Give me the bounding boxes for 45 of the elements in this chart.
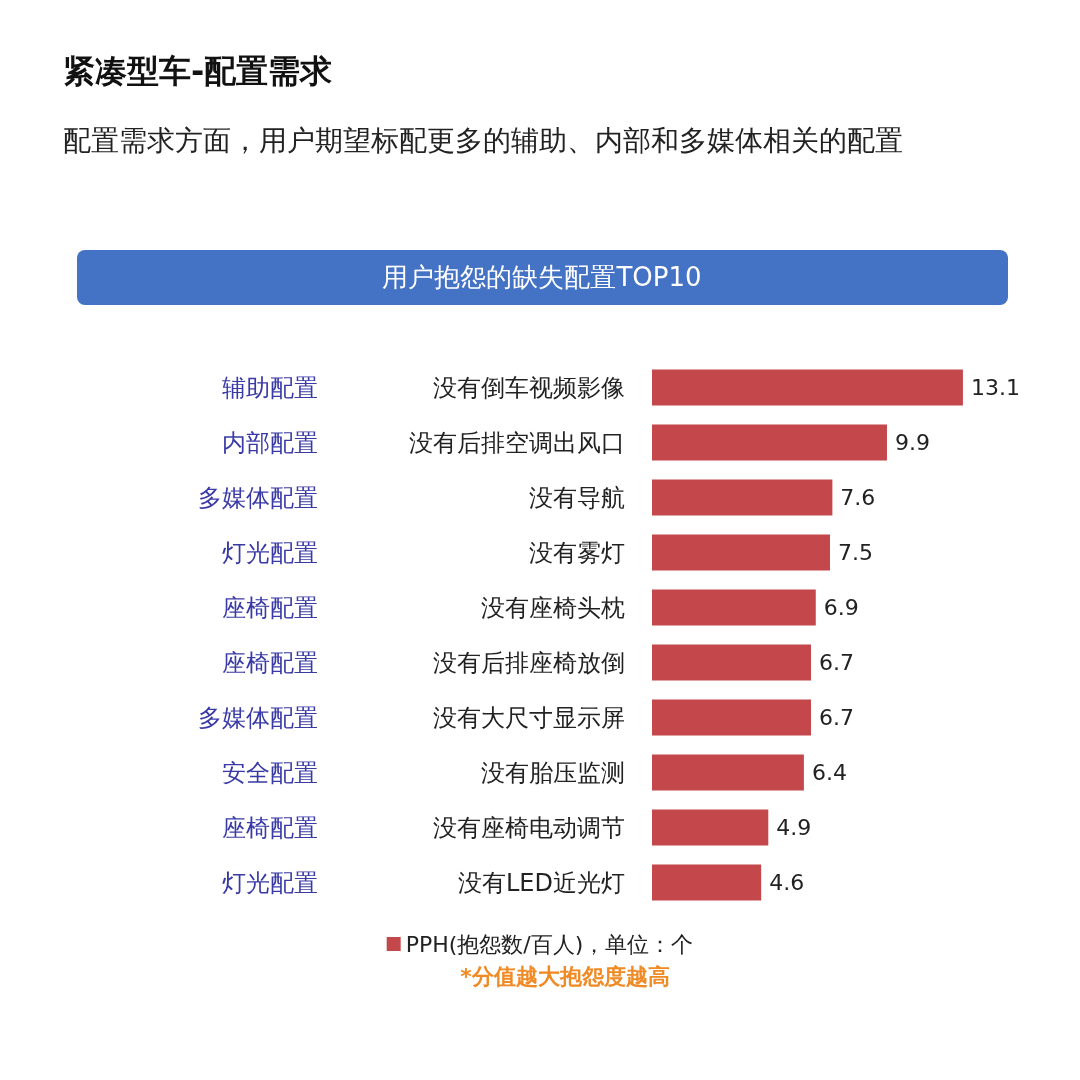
bar bbox=[652, 369, 963, 406]
y-tick-label: 没有LED近光灯 bbox=[457, 868, 625, 897]
bar bbox=[652, 479, 833, 516]
data-label: 4.9 bbox=[776, 815, 812, 840]
y-tick-label: 没有后排空调出风口 bbox=[409, 428, 625, 457]
y2-tick-label: 座椅配置 bbox=[222, 813, 318, 842]
text: *分值越大抱怨度越高 bbox=[460, 963, 670, 989]
y2-tick-label: 内部配置 bbox=[222, 428, 318, 457]
data-label: 13.1 bbox=[970, 375, 1020, 400]
bar bbox=[652, 754, 804, 791]
data-label: 6.9 bbox=[823, 595, 859, 620]
bar bbox=[652, 589, 816, 626]
y2-tick-label: 多媒体配置 bbox=[198, 483, 318, 512]
y2-tick-label: 灯光配置 bbox=[222, 868, 318, 897]
data-label: 7.6 bbox=[840, 485, 876, 510]
y-tick-label: 没有倒车视频影像 bbox=[433, 373, 625, 402]
bar bbox=[652, 864, 762, 901]
y-tick-label: 没有胎压监测 bbox=[481, 758, 625, 787]
y2-tick-label: 灯光配置 bbox=[222, 538, 318, 567]
y-tick-label: 没有后排座椅放倒 bbox=[433, 648, 625, 677]
y2-tick-label: 辅助配置 bbox=[222, 373, 318, 402]
legend-label: PPH(抱怨数/百人)，单位：个 bbox=[405, 931, 694, 957]
text: 用户抱怨的缺失配置TOP10 bbox=[382, 262, 702, 292]
bar bbox=[652, 534, 830, 571]
bar bbox=[652, 644, 812, 681]
data-label: 6.7 bbox=[819, 705, 855, 730]
y-tick-label: 没有大尺寸显示屏 bbox=[433, 703, 625, 732]
data-label: 9.9 bbox=[894, 430, 930, 455]
data-label: 6.4 bbox=[811, 760, 847, 785]
text: 紧凑型车-配置需求 bbox=[63, 52, 333, 90]
data-label: 4.6 bbox=[769, 870, 805, 895]
y2-tick-label: 座椅配置 bbox=[222, 593, 318, 622]
y2-tick-label: 安全配置 bbox=[222, 758, 318, 787]
chart-subtitle: 配置需求方面，用户期望标配更多的辅助、内部和多媒体相关的配置 bbox=[63, 123, 903, 157]
bar bbox=[652, 699, 812, 736]
y2-tick-label: 多媒体配置 bbox=[198, 703, 318, 732]
data-label: 7.5 bbox=[838, 540, 873, 565]
y-tick-label: 没有导航 bbox=[529, 483, 625, 512]
y-tick-label: 没有座椅电动调节 bbox=[433, 813, 625, 842]
bar bbox=[652, 424, 887, 461]
data-label: 6.7 bbox=[819, 650, 855, 675]
bar bbox=[652, 809, 769, 846]
y-tick-label: 没有座椅头枕 bbox=[481, 593, 625, 622]
y-tick-label: 没有雾灯 bbox=[529, 538, 625, 567]
y2-tick-label: 座椅配置 bbox=[222, 648, 318, 677]
